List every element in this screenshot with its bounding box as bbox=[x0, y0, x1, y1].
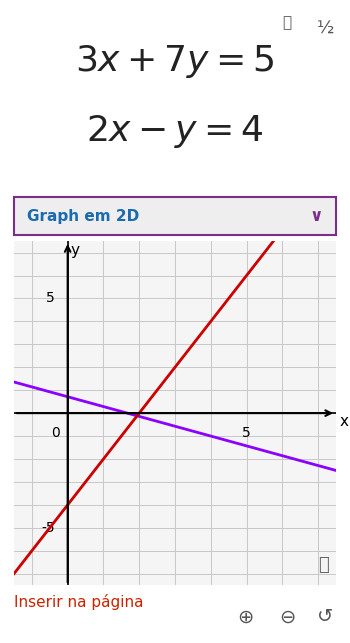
Text: y: y bbox=[70, 244, 79, 258]
Text: ∨: ∨ bbox=[310, 207, 323, 225]
Text: Inserir na página: Inserir na página bbox=[14, 595, 144, 610]
Text: Graph em 2D: Graph em 2D bbox=[27, 208, 139, 224]
Text: 🔊: 🔊 bbox=[282, 15, 292, 30]
Text: $2x - y = 4$: $2x - y = 4$ bbox=[86, 113, 264, 150]
Text: -5: -5 bbox=[42, 521, 55, 535]
Text: x: x bbox=[340, 413, 349, 429]
Text: ↺: ↺ bbox=[317, 608, 334, 626]
Text: 5: 5 bbox=[242, 426, 251, 440]
Text: $3x + 7y = 5$: $3x + 7y = 5$ bbox=[75, 43, 275, 80]
Text: ⊕: ⊕ bbox=[237, 608, 253, 626]
Text: 5: 5 bbox=[47, 291, 55, 305]
Text: 0: 0 bbox=[51, 426, 60, 440]
Text: ⊖: ⊖ bbox=[279, 608, 295, 626]
Text: ½: ½ bbox=[317, 19, 334, 37]
Text: ⓘ: ⓘ bbox=[318, 556, 329, 574]
